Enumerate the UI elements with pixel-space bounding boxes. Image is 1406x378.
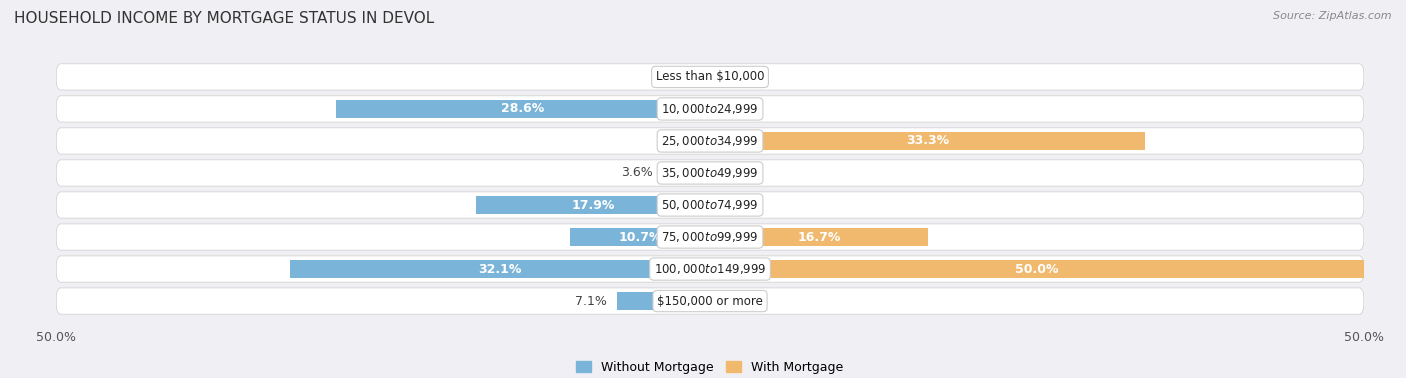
Bar [290, 260, 710, 278]
Text: $35,000 to $49,999: $35,000 to $49,999 [661, 166, 759, 180]
Text: $25,000 to $34,999: $25,000 to $34,999 [661, 134, 759, 148]
Bar [710, 132, 1146, 150]
Text: 16.7%: 16.7% [797, 231, 841, 243]
Text: $150,000 or more: $150,000 or more [657, 294, 763, 308]
Text: 0.0%: 0.0% [720, 294, 752, 308]
Text: 0.0%: 0.0% [668, 135, 700, 147]
FancyBboxPatch shape [56, 64, 1364, 90]
Bar [617, 292, 710, 310]
Text: 3.6%: 3.6% [620, 166, 652, 180]
FancyBboxPatch shape [56, 288, 1364, 314]
Text: 28.6%: 28.6% [502, 102, 544, 115]
Text: HOUSEHOLD INCOME BY MORTGAGE STATUS IN DEVOL: HOUSEHOLD INCOME BY MORTGAGE STATUS IN D… [14, 11, 434, 26]
Bar [664, 164, 710, 182]
FancyBboxPatch shape [56, 160, 1364, 186]
Text: 0.0%: 0.0% [720, 70, 752, 84]
FancyBboxPatch shape [56, 256, 1364, 282]
Bar [477, 196, 710, 214]
Text: 17.9%: 17.9% [571, 198, 614, 212]
Text: $10,000 to $24,999: $10,000 to $24,999 [661, 102, 759, 116]
Text: $50,000 to $74,999: $50,000 to $74,999 [661, 198, 759, 212]
Text: 0.0%: 0.0% [720, 102, 752, 115]
Text: Source: ZipAtlas.com: Source: ZipAtlas.com [1274, 11, 1392, 21]
Bar [710, 228, 928, 246]
Text: 10.7%: 10.7% [619, 231, 662, 243]
Text: 0.0%: 0.0% [668, 70, 700, 84]
Text: 33.3%: 33.3% [907, 135, 949, 147]
Text: $100,000 to $149,999: $100,000 to $149,999 [654, 262, 766, 276]
Text: 32.1%: 32.1% [478, 263, 522, 276]
FancyBboxPatch shape [56, 192, 1364, 218]
Bar [710, 260, 1364, 278]
Bar [336, 100, 710, 118]
Text: $75,000 to $99,999: $75,000 to $99,999 [661, 230, 759, 244]
FancyBboxPatch shape [56, 224, 1364, 250]
Legend: Without Mortgage, With Mortgage: Without Mortgage, With Mortgage [571, 356, 849, 378]
Text: 50.0%: 50.0% [1015, 263, 1059, 276]
FancyBboxPatch shape [56, 96, 1364, 122]
Text: 7.1%: 7.1% [575, 294, 607, 308]
Text: 0.0%: 0.0% [720, 198, 752, 212]
Text: Less than $10,000: Less than $10,000 [655, 70, 765, 84]
Bar [569, 228, 710, 246]
Text: 0.0%: 0.0% [720, 166, 752, 180]
FancyBboxPatch shape [56, 128, 1364, 154]
